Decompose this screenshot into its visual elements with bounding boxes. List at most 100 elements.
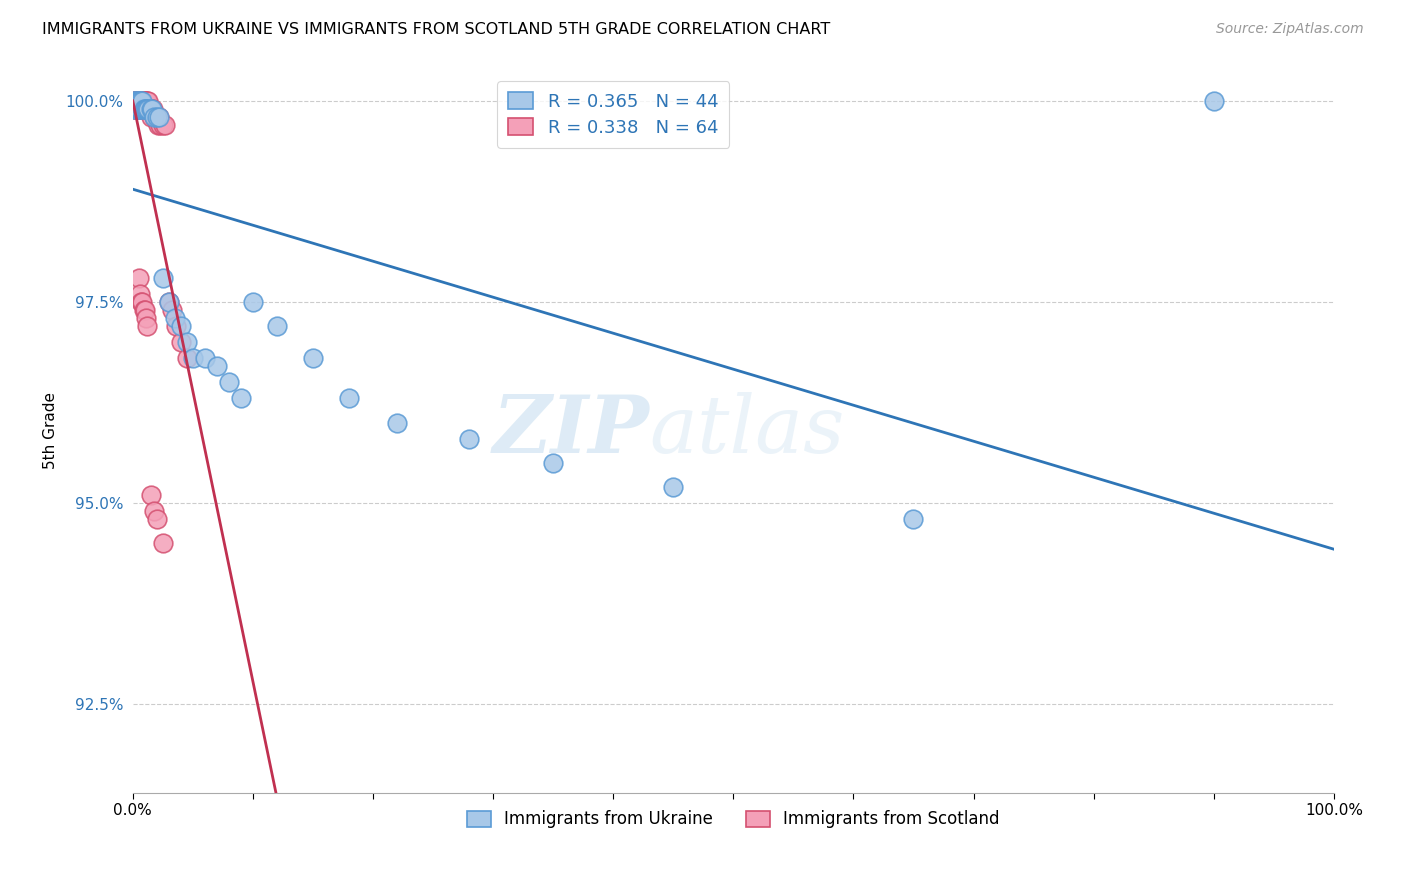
- Point: [129, 286, 152, 301]
- Point: [128, 94, 150, 108]
- Y-axis label: 5th Grade: 5th Grade: [44, 392, 58, 469]
- Point: [129, 94, 152, 108]
- Point: [122, 94, 145, 108]
- Point: [903, 512, 925, 526]
- Point: [146, 118, 169, 132]
- Text: atlas: atlas: [650, 392, 845, 469]
- Point: [129, 294, 152, 309]
- Point: [162, 302, 184, 317]
- Point: [142, 102, 165, 116]
- Point: [129, 94, 152, 108]
- Point: [131, 102, 153, 116]
- Point: [128, 102, 150, 116]
- Point: [146, 512, 169, 526]
- Point: [127, 102, 149, 116]
- Point: [143, 504, 166, 518]
- Point: [125, 102, 148, 116]
- Point: [127, 102, 149, 116]
- Point: [337, 392, 360, 406]
- Point: [125, 94, 148, 108]
- Point: [143, 110, 166, 124]
- Point: [1202, 94, 1225, 108]
- Point: [129, 102, 152, 116]
- Point: [135, 102, 157, 116]
- Point: [131, 94, 153, 108]
- Point: [136, 102, 159, 116]
- Point: [128, 102, 150, 116]
- Point: [128, 94, 150, 108]
- Point: [124, 102, 146, 116]
- Point: [138, 102, 160, 116]
- Point: [124, 94, 146, 108]
- Point: [135, 310, 157, 325]
- Point: [141, 102, 163, 116]
- Point: [541, 456, 564, 470]
- Text: ZIP: ZIP: [492, 392, 650, 469]
- Point: [134, 102, 156, 116]
- Point: [132, 94, 155, 108]
- Point: [266, 318, 288, 333]
- Point: [134, 302, 156, 317]
- Point: [170, 334, 193, 349]
- Point: [138, 102, 160, 116]
- Point: [149, 118, 172, 132]
- Point: [138, 102, 160, 116]
- Point: [385, 416, 408, 430]
- Point: [146, 110, 169, 124]
- Point: [205, 359, 228, 374]
- Point: [129, 94, 152, 108]
- Point: [132, 302, 155, 317]
- Point: [134, 94, 156, 108]
- Point: [170, 318, 193, 333]
- Point: [122, 94, 145, 108]
- Point: [136, 318, 159, 333]
- Point: [152, 118, 174, 132]
- Point: [139, 102, 162, 116]
- Point: [136, 94, 159, 108]
- Point: [127, 94, 149, 108]
- Point: [458, 432, 481, 446]
- Point: [141, 102, 163, 116]
- Point: [152, 270, 174, 285]
- Point: [148, 110, 170, 124]
- Point: [132, 102, 155, 116]
- Point: [128, 270, 150, 285]
- Point: [135, 94, 157, 108]
- Point: [139, 110, 162, 124]
- Point: [131, 94, 153, 108]
- Point: [131, 294, 153, 309]
- Point: [143, 110, 166, 124]
- Point: [157, 294, 180, 309]
- Point: [165, 318, 187, 333]
- Point: [127, 94, 149, 108]
- Point: [146, 110, 169, 124]
- Point: [122, 102, 145, 116]
- Point: [152, 536, 174, 550]
- Point: [124, 102, 146, 116]
- Text: IMMIGRANTS FROM UKRAINE VS IMMIGRANTS FROM SCOTLAND 5TH GRADE CORRELATION CHART: IMMIGRANTS FROM UKRAINE VS IMMIGRANTS FR…: [42, 22, 831, 37]
- Point: [155, 118, 177, 132]
- Point: [163, 310, 186, 325]
- Point: [139, 102, 162, 116]
- Point: [302, 351, 325, 366]
- Point: [135, 102, 157, 116]
- Point: [181, 351, 204, 366]
- Point: [148, 110, 170, 124]
- Point: [129, 94, 152, 108]
- Point: [129, 102, 152, 116]
- Point: [139, 488, 162, 502]
- Point: [132, 102, 155, 116]
- Legend: Immigrants from Ukraine, Immigrants from Scotland: Immigrants from Ukraine, Immigrants from…: [461, 804, 1007, 835]
- Point: [145, 110, 167, 124]
- Point: [128, 94, 150, 108]
- Point: [124, 94, 146, 108]
- Point: [129, 102, 152, 116]
- Point: [129, 94, 152, 108]
- Point: [176, 334, 198, 349]
- Point: [131, 102, 153, 116]
- Point: [136, 102, 159, 116]
- Point: [242, 294, 264, 309]
- Point: [229, 392, 252, 406]
- Point: [129, 94, 152, 108]
- Point: [134, 102, 156, 116]
